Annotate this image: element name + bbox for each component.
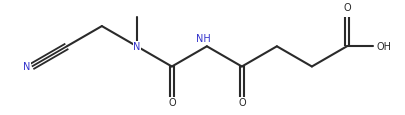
Text: N: N (23, 62, 30, 72)
Text: N: N (133, 42, 141, 52)
Text: NH: NH (196, 34, 211, 44)
Text: O: O (168, 97, 176, 107)
Text: O: O (238, 97, 246, 107)
Text: O: O (343, 3, 351, 13)
Text: OH: OH (376, 42, 391, 52)
